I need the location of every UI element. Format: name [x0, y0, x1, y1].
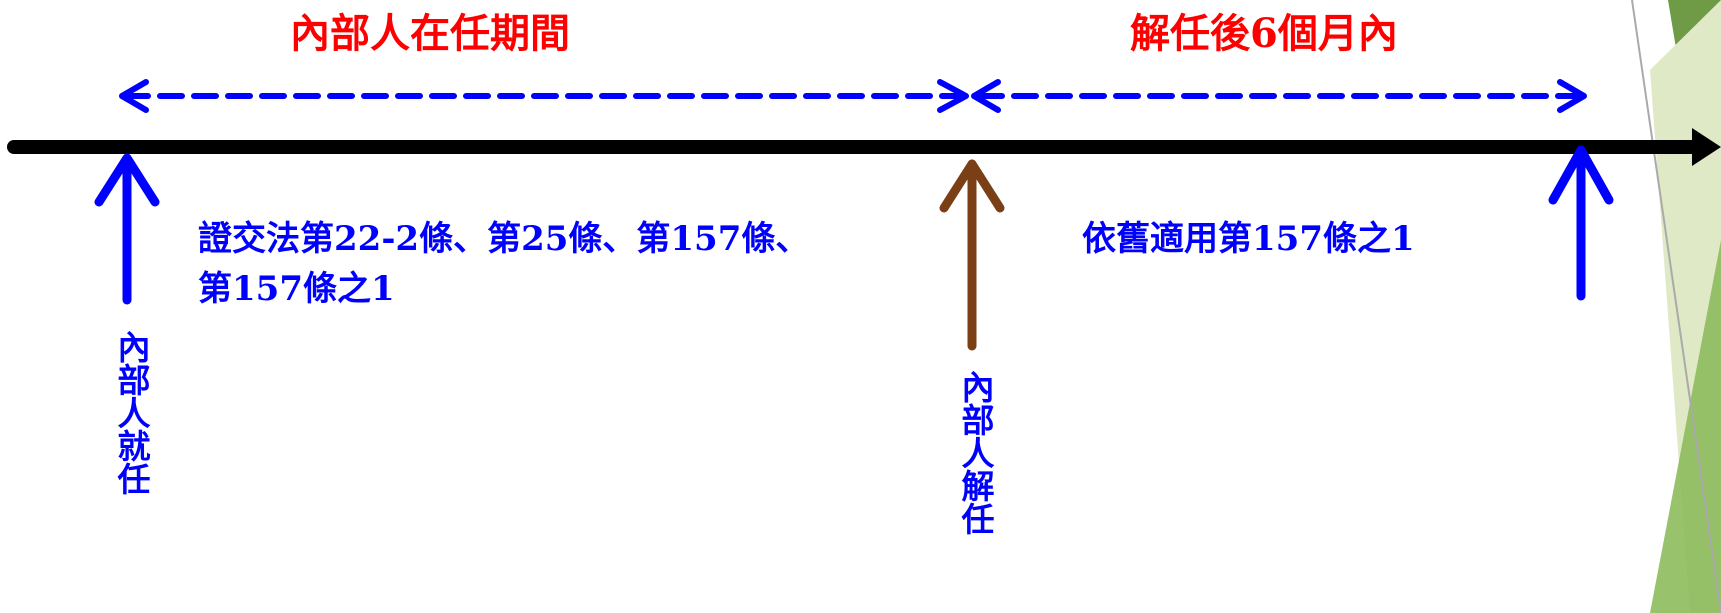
- rule-1-line-1: 證交法第22-2條、第25條、第157條、: [198, 219, 810, 259]
- resignation-up-arrow: [939, 159, 1005, 351]
- decorative-green-shape-bottom: [1650, 240, 1721, 613]
- rule-2-text: 依舊適用第157條之1: [1082, 214, 1415, 264]
- period-1-left-arrowhead: [119, 79, 149, 113]
- period-1-label: 內部人在任期間: [290, 10, 570, 57]
- resignation-label: 內部人解任: [956, 370, 995, 535]
- appointment-arrowhead: [94, 153, 160, 207]
- period-2-label: 解任後6個月內: [1130, 10, 1398, 57]
- period-1-right-arrowhead: [937, 79, 969, 113]
- timeline: [7, 128, 1721, 166]
- rule-2-line-1: 依舊適用第157條之1: [1082, 219, 1415, 259]
- period-2-dashed-arrow: [971, 79, 1587, 113]
- rule-1-text: 證交法第22-2條、第25條、第157條、 第157條之1: [198, 214, 809, 314]
- resignation-arrowhead: [939, 159, 1005, 213]
- six-month-end-arrowhead: [1548, 145, 1614, 205]
- decorative-corner-shapes: [1631, 0, 1721, 613]
- rule-1-line-2: 第157條之1: [198, 269, 395, 309]
- decorative-thin-line: [1631, 0, 1721, 613]
- six-month-end-up-arrow: [1548, 145, 1614, 301]
- period-1-dashed-arrow: [119, 79, 969, 113]
- appointment-up-arrow: [94, 153, 160, 305]
- period-2-right-arrowhead: [1557, 79, 1587, 113]
- period-2-left-arrowhead: [971, 79, 1001, 113]
- appointment-label: 內部人就任: [112, 330, 151, 495]
- timeline-arrowhead: [1692, 128, 1721, 166]
